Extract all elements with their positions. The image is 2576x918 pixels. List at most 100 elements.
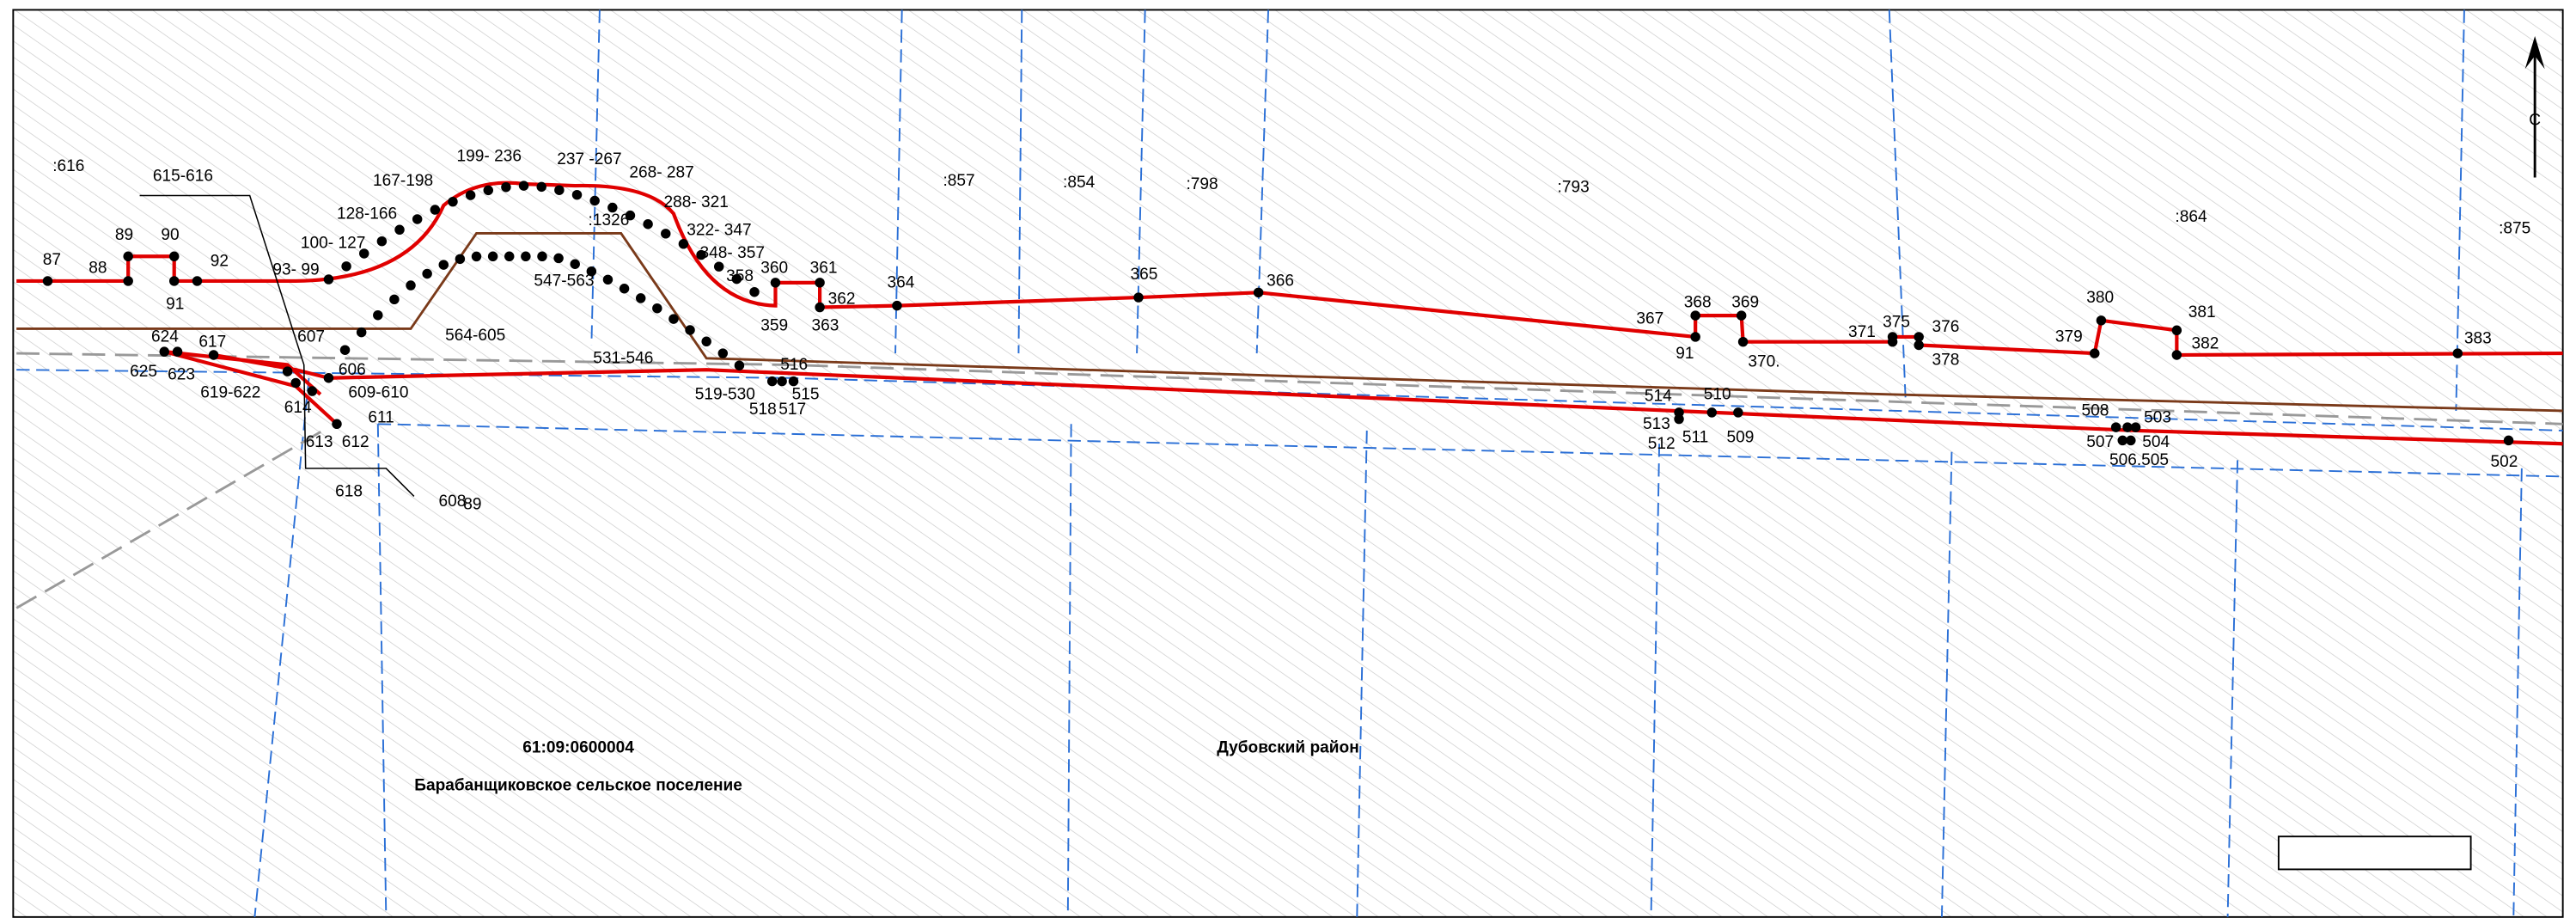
map-frame — [13, 9, 2562, 916]
point-label: 381 — [2188, 303, 2216, 321]
point-marker — [589, 196, 599, 205]
scale-box — [2279, 836, 2471, 869]
point-label: 513 — [1643, 415, 1670, 433]
point-marker — [749, 287, 759, 297]
parcel-label: :616 — [52, 157, 84, 175]
district-name: Дубовский район — [1217, 739, 1358, 757]
point-marker — [488, 252, 497, 261]
point-marker — [406, 280, 415, 290]
point-label: 625 — [130, 363, 157, 381]
point-marker — [283, 366, 292, 376]
point-marker — [554, 185, 564, 194]
cadastral-block: 61:09:0600004 — [522, 739, 634, 757]
point-marker — [43, 276, 52, 285]
point-label: 363 — [812, 316, 839, 334]
point-marker — [521, 252, 530, 261]
point-marker — [501, 182, 510, 192]
point-label: 510 — [1704, 386, 1731, 404]
point-label: 516 — [780, 356, 808, 374]
point-marker — [735, 360, 744, 370]
point-label: 607 — [297, 328, 325, 346]
point-marker — [2172, 326, 2182, 335]
point-label: 89 — [115, 226, 133, 244]
point-marker — [1254, 288, 1263, 297]
point-label: 519-530 — [695, 386, 755, 404]
point-label: 360 — [760, 259, 788, 277]
point-label: 531-546 — [593, 350, 653, 368]
point-label: 383 — [2464, 330, 2492, 348]
point-marker — [340, 346, 350, 355]
point-marker — [652, 303, 662, 313]
point-label: 613 — [306, 433, 333, 451]
point-marker — [636, 293, 645, 303]
point-marker — [1888, 332, 1897, 341]
point-marker — [2172, 350, 2182, 359]
point-marker — [701, 337, 711, 346]
point-marker — [324, 373, 333, 382]
point-label: 88 — [89, 259, 107, 277]
point-marker — [412, 214, 422, 223]
point-marker — [173, 346, 182, 356]
point-marker — [394, 225, 404, 235]
point-marker — [377, 236, 387, 246]
point-marker — [668, 314, 678, 323]
point-marker — [892, 301, 901, 310]
parcel-label: :857 — [943, 172, 974, 190]
point-marker — [192, 276, 202, 285]
point-label: 503 — [2144, 408, 2171, 426]
block-number: 89 — [463, 496, 481, 514]
point-label: 90 — [161, 226, 179, 244]
point-marker — [767, 376, 777, 386]
point-label: 617 — [198, 333, 226, 351]
point-label: 618 — [335, 482, 363, 500]
point-label: 100- 127 — [301, 235, 365, 253]
point-label: 508 — [2081, 402, 2109, 420]
point-marker — [439, 260, 449, 269]
point-marker — [537, 252, 546, 261]
point-label: 128-166 — [337, 205, 397, 223]
point-marker — [777, 376, 786, 386]
point-marker — [373, 310, 382, 320]
point-label: 615-616 — [153, 167, 213, 185]
point-marker — [169, 252, 179, 261]
point-label: 612 — [342, 433, 369, 451]
point-label: 611 — [368, 408, 394, 426]
point-marker — [771, 278, 780, 287]
point-label: 370. — [1748, 352, 1779, 370]
point-marker — [1690, 310, 1700, 320]
point-label: 514 — [1645, 388, 1672, 406]
point-marker — [484, 186, 493, 195]
point-label: 322- 347 — [687, 221, 751, 239]
point-marker — [661, 229, 670, 238]
point-label: 378 — [1932, 351, 1959, 369]
point-marker — [209, 350, 218, 359]
point-marker — [2504, 436, 2513, 445]
point-label: 507 — [2086, 433, 2114, 451]
point-marker — [472, 252, 481, 261]
point-marker — [332, 419, 341, 429]
point-label: 382 — [2192, 334, 2219, 352]
point-marker — [389, 295, 399, 304]
point-marker — [2111, 422, 2121, 431]
point-label: 362 — [828, 291, 856, 309]
settlement-name: Барабанщиковское сельское поселение — [414, 777, 742, 795]
point-label: 619-622 — [200, 384, 260, 402]
point-marker — [357, 327, 366, 337]
point-label: 93- 99 — [272, 260, 319, 278]
point-marker — [1707, 407, 1717, 417]
point-label: 87 — [43, 251, 61, 269]
point-marker — [422, 269, 431, 278]
point-label: 366 — [1267, 272, 1294, 291]
point-label: 609-610 — [348, 384, 408, 402]
point-marker — [169, 276, 179, 285]
point-label: 237 -267 — [557, 150, 621, 168]
point-label: 364 — [887, 274, 914, 292]
point-label: 361 — [810, 259, 838, 277]
point-marker — [324, 274, 333, 284]
point-label: 91 — [166, 295, 184, 313]
point-label: 512 — [1648, 435, 1676, 453]
point-label: 375 — [1883, 313, 1910, 331]
parcel-label: :854 — [1063, 174, 1096, 192]
point-label: 511 — [1682, 428, 1708, 446]
point-label: 547-563 — [534, 272, 594, 291]
